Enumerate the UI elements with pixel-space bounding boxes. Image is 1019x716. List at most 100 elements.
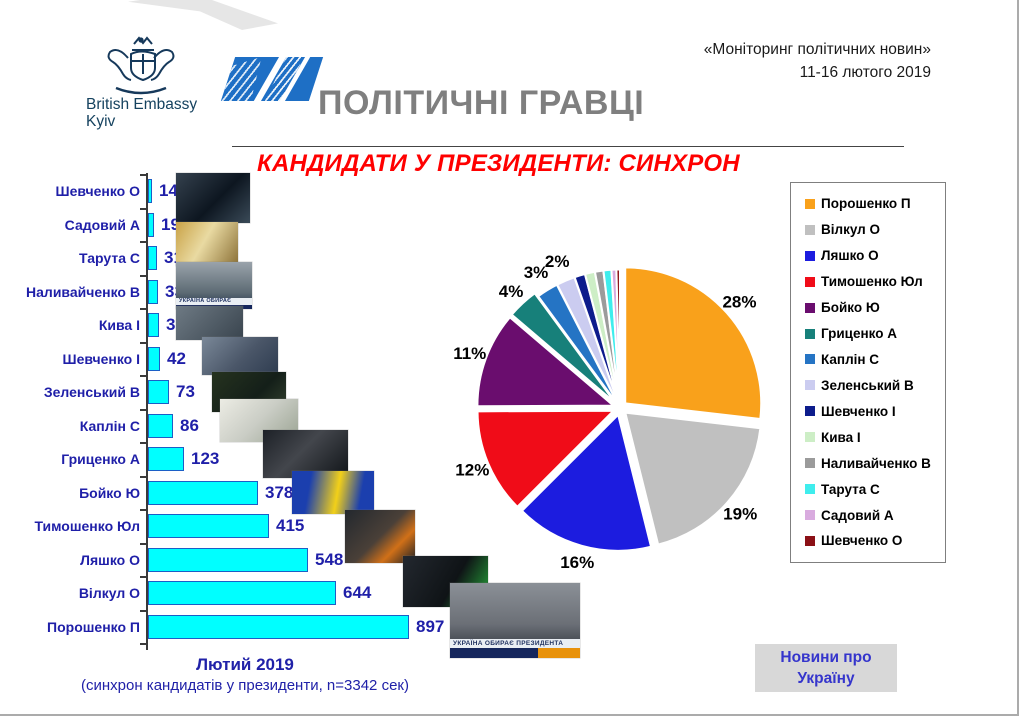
bar-3	[148, 246, 157, 270]
thumbnail-strip-orange	[538, 648, 580, 658]
legend-item-Кива І: Кива І	[805, 430, 945, 445]
pie-percent-label: 16%	[560, 553, 594, 572]
bar-4	[148, 279, 158, 304]
chart-note: (синхрон кандидатів у президенти, n=3342…	[81, 677, 409, 694]
bar-value-label: 123	[191, 449, 220, 468]
legend-swatch	[805, 302, 815, 313]
legend-swatch	[805, 535, 815, 546]
legend-label: Вілкул О	[821, 222, 880, 238]
legend-label: Гриценко А	[821, 326, 897, 342]
page-title: ПОЛІТИЧНІ ГРАВЦІ	[318, 84, 645, 122]
pie-slice-Бойко Ю	[476, 315, 617, 408]
section-title: КАНДИДАТИ У ПРЕЗИДЕНТИ: СИНХРОН	[257, 150, 740, 177]
pie-percent-label: 3%	[524, 263, 549, 282]
bar-9	[148, 447, 184, 471]
bar-category-label: Тарута С	[79, 250, 140, 266]
axis-tick	[140, 609, 147, 612]
video-thumbnail-3: УКРАЇНА ОБИРАЄ ПРЕЗИДЕНТА	[176, 262, 252, 309]
video-thumbnail-10	[345, 510, 415, 563]
legend-item-Каплін С: Каплін С	[805, 352, 945, 367]
legend-item-Садовий А: Садовий А	[805, 508, 945, 523]
legend-label: Порошенко П	[821, 196, 911, 212]
pie-percent-label: 28%	[722, 293, 756, 312]
report-dates: 11-16 лютого 2019	[799, 64, 931, 81]
axis-tick	[140, 442, 147, 444]
pie-percent-label: 4%	[499, 282, 524, 301]
legend-item-Наливайченко В: Наливайченко В	[805, 456, 945, 471]
bar-value-label: 644	[343, 583, 372, 602]
thumbnail-caption: УКРАЇНА ОБИРАЄ ПРЕЗИДЕНТА	[450, 639, 580, 648]
bar-category-label: Порошенко П	[47, 618, 140, 635]
pie-slice-Гриценко А	[510, 291, 617, 404]
legend-swatch	[805, 484, 815, 495]
legend-item-Тарута С: Тарута С	[805, 482, 945, 497]
british-embassy-logo: British Embassy Kyiv	[64, 34, 214, 139]
legend-label: Каплін С	[821, 351, 880, 367]
axis-tick	[140, 174, 147, 176]
bar-2	[148, 212, 154, 237]
bar-category-label: Тимошенко Юл	[34, 518, 140, 534]
legend-swatch	[805, 406, 815, 417]
bar-category-label: Шевченко І	[62, 350, 140, 367]
bar-category-label: Каплін С	[79, 417, 140, 434]
pie-slice-Вілкул О	[623, 411, 762, 546]
legend-item-Шевченко І: Шевченко І	[805, 404, 945, 419]
bar-value-label: 415	[276, 516, 305, 535]
legend-swatch	[805, 380, 815, 391]
legend-label: Кива І	[821, 429, 861, 445]
bar-13	[148, 581, 336, 605]
legend-swatch	[805, 510, 815, 521]
bar-8	[148, 413, 173, 438]
axis-tick	[140, 341, 147, 344]
pie-percent-label: 2%	[545, 252, 570, 271]
legend-label: Зеленський В	[821, 377, 914, 393]
bar-value-label: 897	[416, 616, 445, 636]
bar-category-label: Ляшко О	[80, 551, 140, 568]
legend-label: Ляшко О	[821, 248, 879, 264]
thumbnail-caption: УКРАЇНА ОБИРАЄ ПРЕЗИДЕНТА	[176, 298, 252, 305]
video-thumbnail-12: УКРАЇНА ОБИРАЄ ПРЕЗИДЕНТА	[450, 583, 580, 658]
legend-label: Бойко Ю	[821, 300, 880, 316]
axis-tick	[140, 375, 147, 377]
legend-item-Зеленський В: Зеленський В	[805, 378, 945, 393]
legend-swatch	[805, 250, 815, 261]
axis-tick	[140, 475, 147, 478]
pie-slice-Ляшко О	[520, 412, 653, 552]
video-thumbnail-5	[202, 337, 278, 375]
pie-percent-label: 19%	[723, 505, 757, 524]
axis-tick	[140, 643, 147, 645]
bar-category-label: Зеленський В	[43, 384, 140, 400]
decorative-chevron	[128, 0, 278, 30]
bar-category-label: Кива І	[98, 317, 140, 333]
report-meta: «Моніторинг політичних новин» 11-16 люто…	[704, 38, 931, 84]
pie-legend: Порошенко П Вілкул О Ляшко О Тимошенко Юл Бо…	[790, 182, 946, 563]
legend-swatch	[805, 198, 815, 209]
bar-value-label: 548	[315, 549, 344, 569]
legend-item-Тимошенко Юл: Тимошенко Юл	[805, 274, 945, 289]
axis-tick	[140, 274, 147, 277]
video-thumbnail-1	[176, 173, 250, 223]
bar-category-label: Вілкул О	[78, 585, 140, 601]
legend-item-Ляшко О: Ляшко О	[805, 248, 945, 263]
news-about-ukraine-button[interactable]: Новини про Україну	[755, 644, 897, 692]
legend-item-Вілкул О: Вілкул О	[805, 222, 945, 237]
bar-category-label: Гриценко А	[61, 451, 140, 467]
embassy-name-line2: Kyiv	[86, 113, 116, 130]
embassy-name: British Embassy Kyiv	[86, 96, 226, 130]
bar-10	[148, 480, 258, 505]
legend-swatch	[805, 354, 815, 365]
video-thumbnail-8	[263, 430, 348, 478]
legend-label: Тимошенко Юл	[821, 274, 923, 290]
legend-swatch	[805, 224, 815, 235]
bar-14	[148, 614, 409, 639]
axis-tick	[140, 207, 147, 210]
chart-period-label: Лютий 2019	[196, 655, 294, 674]
video-thumbnail-2	[176, 222, 238, 266]
pie-percent-label: 12%	[455, 461, 489, 480]
bar-5	[148, 313, 159, 337]
bar-category-label: Наливайченко В	[26, 283, 140, 300]
legend-swatch	[805, 328, 815, 339]
legend-swatch	[805, 432, 815, 443]
bar-12	[148, 547, 308, 572]
